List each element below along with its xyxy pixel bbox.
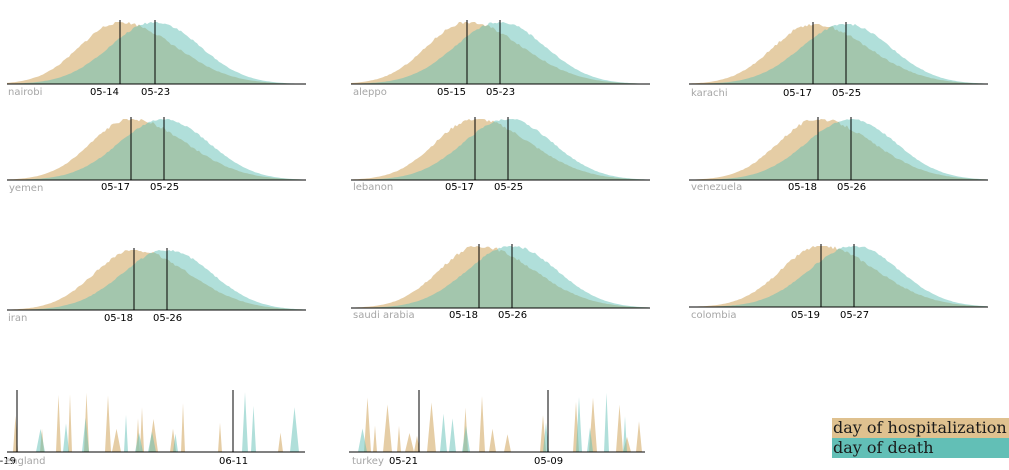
hospitalization-peak-label-turkey: 05-21 <box>389 456 418 467</box>
death-peak-label-nairobi: 05-23 <box>141 87 170 98</box>
hospitalization-peak-label-karachi: 05-17 <box>783 88 812 99</box>
death-peak-label-lebanon: 05-25 <box>494 182 523 193</box>
death-peak-label-karachi: 05-25 <box>832 88 861 99</box>
hospitalization-peak-label-lebanon: 05-17 <box>445 182 474 193</box>
hospitalization-peak-label-yemen: 05-17 <box>101 182 130 193</box>
death-peak-label-venezuela: 05-26 <box>837 182 866 193</box>
death-peak-label-iran: 05-26 <box>153 313 182 324</box>
hospitalization-area-turkey <box>349 396 645 452</box>
region-label-nairobi: nairobi <box>8 87 42 98</box>
hospitalization-peak-label-colombia: 05-19 <box>791 310 820 321</box>
death-peak-label-yemen: 05-25 <box>150 182 179 193</box>
region-label-colombia: colombia <box>691 310 737 321</box>
death-area-nairobi <box>7 22 305 84</box>
region-label-aleppo: aleppo <box>353 87 387 98</box>
death-area-iran <box>7 250 305 310</box>
region-label-england: england <box>5 456 45 467</box>
death-area-venezuela <box>689 119 987 180</box>
death-area-england <box>7 392 305 452</box>
region-label-iran: iran <box>8 313 27 324</box>
death-peak-label-england: 06-11 <box>219 456 248 467</box>
death-area-lebanon <box>351 119 649 180</box>
death-peak-label-aleppo: 05-23 <box>486 87 515 98</box>
hospitalization-peak-label-venezuela: 05-18 <box>788 182 817 193</box>
region-label-karachi: karachi <box>691 88 728 99</box>
region-label-lebanon: lebanon <box>353 182 393 193</box>
death-peak-label-turkey: 05-09 <box>534 456 563 467</box>
hospitalization-area-england <box>7 392 305 452</box>
death-area-colombia <box>689 246 987 307</box>
region-label-venezuela: venezuela <box>691 182 742 193</box>
death-area-yemen <box>7 119 305 180</box>
death-peak-label-colombia: 05-27 <box>840 310 869 321</box>
death-area-turkey <box>349 392 645 452</box>
region-label-yemen: yemen <box>9 183 43 194</box>
legend-death: day of death <box>832 438 1009 458</box>
region-label-saudi-arabia: saudi arabia <box>353 310 415 321</box>
hospitalization-peak-label-aleppo: 05-15 <box>437 87 466 98</box>
region-label-turkey: turkey <box>352 456 384 467</box>
legend: day of hospitalization day of death <box>832 418 1009 458</box>
legend-hospitalization: day of hospitalization <box>832 418 1009 438</box>
hospitalization-peak-label-saudi-arabia: 05-18 <box>449 310 478 321</box>
death-peak-label-saudi-arabia: 05-26 <box>498 310 527 321</box>
hospitalization-peak-label-england: 04-19 <box>0 456 16 467</box>
death-area-karachi <box>689 24 987 84</box>
death-area-saudi-arabia <box>351 246 649 308</box>
hospitalization-peak-label-iran: 05-18 <box>104 313 133 324</box>
hospitalization-peak-label-nairobi: 05-14 <box>90 87 119 98</box>
